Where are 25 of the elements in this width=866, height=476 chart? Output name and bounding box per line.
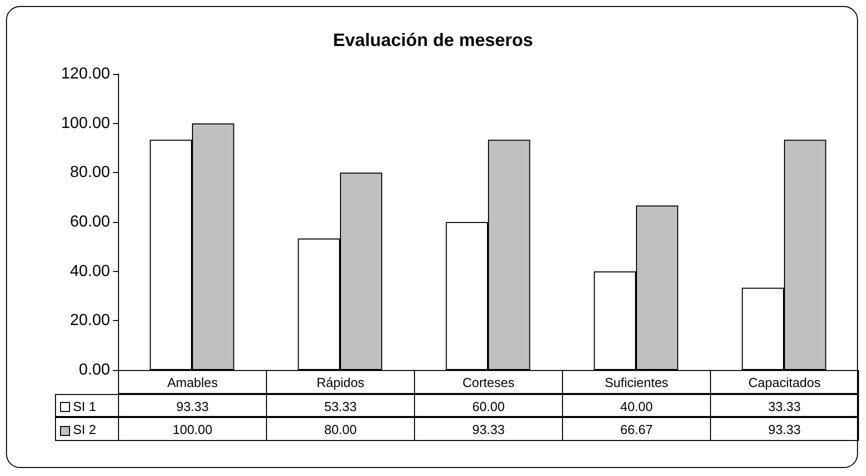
data-label: 66.67 [562,417,711,440]
x-tick-label: Rápidos [266,370,415,394]
legend-label: SI 2 [73,422,96,437]
y-tick-label: 60.00 [70,214,110,230]
y-tick-label: 0.00 [78,362,110,378]
y-tick-label: 80.00 [70,164,110,182]
y-tick-label: 20.00 [70,312,110,330]
data-label: 93.33 [710,417,859,440]
data-label: 53.33 [266,394,415,417]
data-label: 40.00 [562,394,711,417]
chart-title: Evaluación de meseros [332,30,534,50]
y-tick-label: 120.00 [61,66,110,82]
x-tick-label: Suficientes [562,370,711,394]
data-label: 93.33 [118,394,267,417]
data-label: 60.00 [414,394,563,417]
data-label: 33.33 [710,394,859,417]
data-label: 93.33 [414,417,563,440]
x-tick-label: Corteses [414,370,563,394]
x-tick-label: Amables [118,370,267,394]
y-tick-label: 40.00 [70,262,110,280]
data-label: 100.00 [118,417,267,440]
y-tick-label: 100.00 [61,114,110,132]
legend-label: SI 1 [73,398,96,414]
x-tick-label: Capacitados [710,370,859,394]
data-label: 80.00 [266,417,415,440]
